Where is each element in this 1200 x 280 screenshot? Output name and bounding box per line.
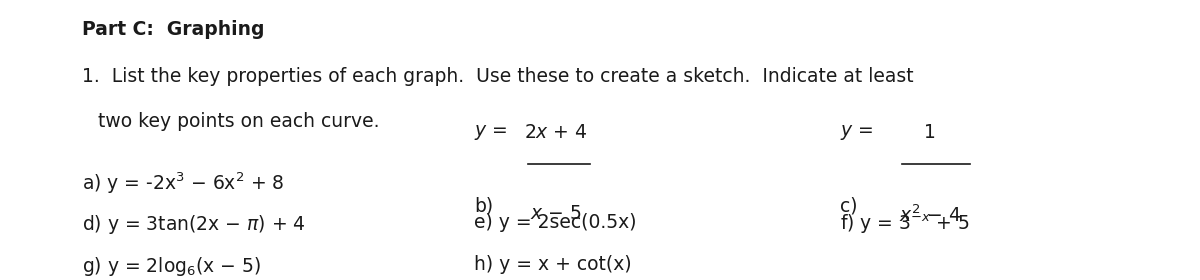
Text: Part C:  Graphing: Part C: Graphing (82, 20, 264, 39)
Text: two key points on each curve.: two key points on each curve. (98, 112, 380, 131)
Text: a) y = -2x$^3$ $-$ 6x$^2$ + 8: a) y = -2x$^3$ $-$ 6x$^2$ + 8 (82, 171, 284, 196)
Text: $x$ $-$ 5: $x$ $-$ 5 (530, 204, 581, 223)
Text: $x^2$ $-$ 4: $x^2$ $-$ 4 (899, 204, 961, 226)
Text: g) y = 2log$_6$(x $-$ 5): g) y = 2log$_6$(x $-$ 5) (82, 255, 260, 278)
Text: f) y = 3$^{-x}$ + 5: f) y = 3$^{-x}$ + 5 (840, 213, 970, 236)
Text: d) y = 3tan(2x $-$ $\pi$) + 4: d) y = 3tan(2x $-$ $\pi$) + 4 (82, 213, 305, 236)
Text: $y$ =: $y$ = (840, 123, 874, 142)
Text: b): b) (474, 196, 493, 215)
Text: e) y = 2sec(0.5x): e) y = 2sec(0.5x) (474, 213, 636, 232)
Text: 1.  List the key properties of each graph.  Use these to create a sketch.  Indic: 1. List the key properties of each graph… (82, 67, 913, 86)
Text: 2$x$ + 4: 2$x$ + 4 (524, 123, 587, 142)
Text: 1: 1 (924, 123, 936, 142)
Text: h) y = x + cot(x): h) y = x + cot(x) (474, 255, 631, 274)
Text: $y$ =: $y$ = (474, 123, 508, 142)
Text: c): c) (840, 196, 858, 215)
